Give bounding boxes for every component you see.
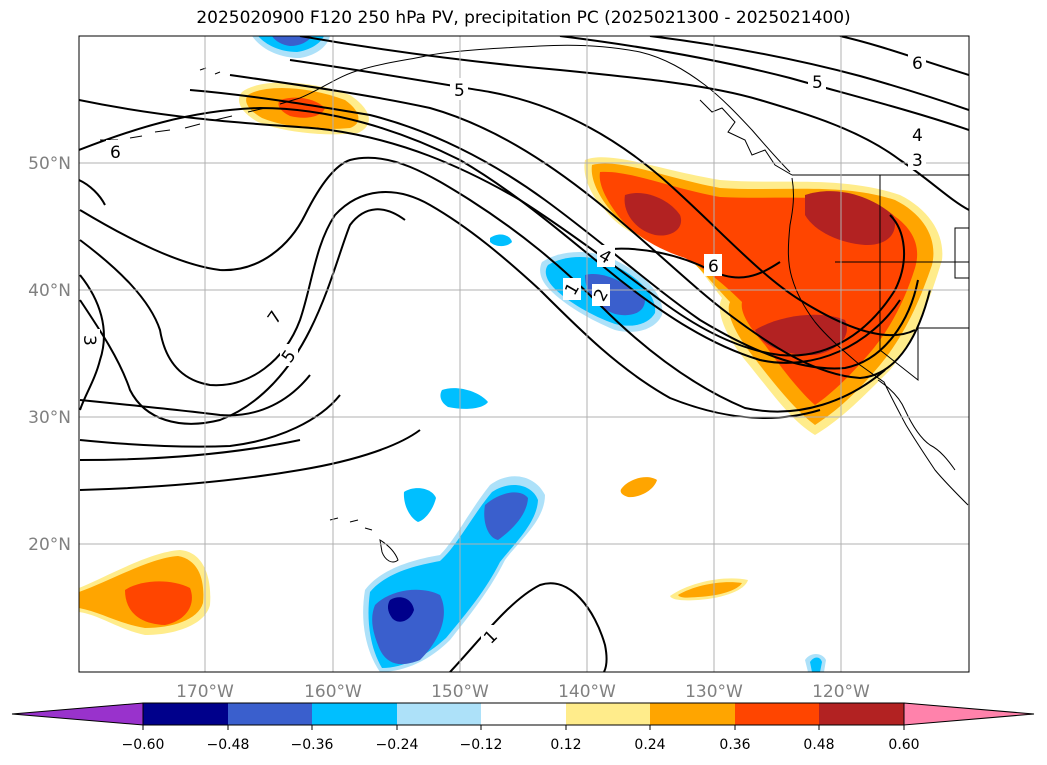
precip-neg-hawaii-w — [403, 488, 436, 522]
pv-contour-16 — [79, 439, 301, 461]
pv-contour-8 — [649, 36, 969, 111]
pv-contour-5 — [289, 59, 916, 337]
colorbar-tick-label: 0.48 — [803, 737, 834, 753]
colorbar-tick-label: −0.36 — [291, 737, 334, 753]
precip-west-coast-max3 — [755, 314, 847, 356]
lon-tick-label: 170°W — [176, 682, 234, 702]
colorbar-bin — [397, 703, 481, 725]
island-hawaii — [329, 517, 399, 563]
colorbar-bin — [566, 703, 650, 725]
precip-neg-hawaii-n — [440, 388, 488, 409]
coastlines — [100, 44, 969, 563]
colorbar-extend-high — [903, 702, 1035, 726]
coastline-alaska — [299, 44, 791, 173]
lat-tick-label: 40°N — [28, 281, 71, 301]
colorbar-frame — [142, 702, 905, 726]
pv-contour-13 — [79, 374, 311, 417]
lon-tick-label: 120°W — [812, 682, 870, 702]
lon-tick-label: 160°W — [304, 682, 362, 702]
pv-contour-9 — [839, 36, 969, 76]
precip-shading — [79, 36, 943, 672]
pv-contour-2 — [79, 106, 901, 364]
contour-label: 3 — [79, 335, 99, 346]
precip-west-coast-max1 — [624, 192, 682, 236]
precip-neg-south-core2 — [484, 492, 528, 540]
colorbar-bin — [650, 703, 735, 725]
contour-label: 4 — [912, 126, 923, 146]
pv-contour-20 — [79, 179, 106, 206]
precip-blob-c — [678, 582, 742, 598]
lon-tick-label: 140°W — [558, 682, 616, 702]
colorbar-tick-label: −0.60 — [122, 737, 165, 753]
colorbar-tick-label: −0.48 — [207, 737, 250, 753]
colorbar-tick-label: −0.24 — [376, 737, 419, 753]
precip-neg-north-core — [272, 36, 312, 46]
precip-sw-red — [125, 581, 192, 625]
precip-neg-small-a — [490, 234, 512, 247]
lon-tick-label: 130°W — [685, 682, 743, 702]
pv-contour-11 — [79, 191, 821, 420]
coastline-bc-islands — [699, 99, 793, 176]
colorbar-tick-label: 0.36 — [719, 737, 750, 753]
contour-label: 3 — [912, 151, 923, 171]
lat-tick-label: 30°N — [28, 408, 71, 428]
pv-contour-15 — [79, 429, 421, 491]
pv-contour-7 — [559, 36, 969, 131]
precip-neg-small-c — [810, 657, 822, 672]
colorbar-bin — [143, 703, 228, 725]
contour-labels: 6 5 6 4 3 6 7 5 3 4 1 2 1 5 — [79, 51, 926, 648]
contour-label: 6 — [708, 257, 719, 277]
lon-tick-label: 150°W — [431, 682, 489, 702]
colorbar-tick-label: 0.60 — [888, 737, 919, 753]
pv-contour-1 — [79, 99, 906, 357]
colorbar-bin — [819, 703, 904, 725]
colorbar-tick-label: 0.12 — [550, 737, 581, 753]
contour-label: 6 — [912, 54, 923, 74]
figure-title: 2025020900 F120 250 hPa PV, precipitatio… — [196, 8, 851, 28]
colorbar-extend-low — [11, 702, 144, 726]
colorbar-bin — [312, 703, 397, 725]
precip-blob-a — [620, 477, 657, 498]
border-states-3 — [954, 227, 969, 279]
contour-label: 5 — [812, 73, 823, 93]
pv-contour-10 — [79, 156, 886, 413]
pv-contour-4 — [229, 74, 931, 380]
coastline-baja — [877, 379, 956, 471]
lat-tick-labels: 50°N 40°N 30°N 20°N — [28, 154, 71, 555]
coastline-us-west — [787, 177, 969, 506]
border-states-2 — [835, 261, 969, 382]
lat-tick-label: 20°N — [28, 535, 71, 555]
lat-tick-label: 50°N — [28, 154, 71, 174]
pv-contour-12 — [79, 208, 406, 425]
contour-label: 6 — [110, 143, 121, 163]
colorbar: −0.60 −0.48 −0.36 −0.24 −0.12 0.12 0.24 … — [11, 702, 1035, 753]
colorbar-tick-label: 0.24 — [634, 737, 665, 753]
pv-contour-17 — [79, 274, 105, 411]
gridlines — [79, 36, 969, 672]
contour-label: 5 — [454, 81, 465, 101]
lon-tick-labels: 170°W 160°W 150°W 140°W 130°W 120°W — [176, 682, 870, 702]
precip-west-coast-max2 — [805, 191, 895, 246]
precip-neg-south-max — [387, 597, 414, 622]
colorbar-bin — [228, 703, 312, 725]
map-frame — [78, 35, 970, 673]
colorbar-bin — [735, 703, 819, 725]
colorbar-bin — [481, 703, 566, 725]
colorbar-tick-label: −0.12 — [460, 737, 503, 753]
